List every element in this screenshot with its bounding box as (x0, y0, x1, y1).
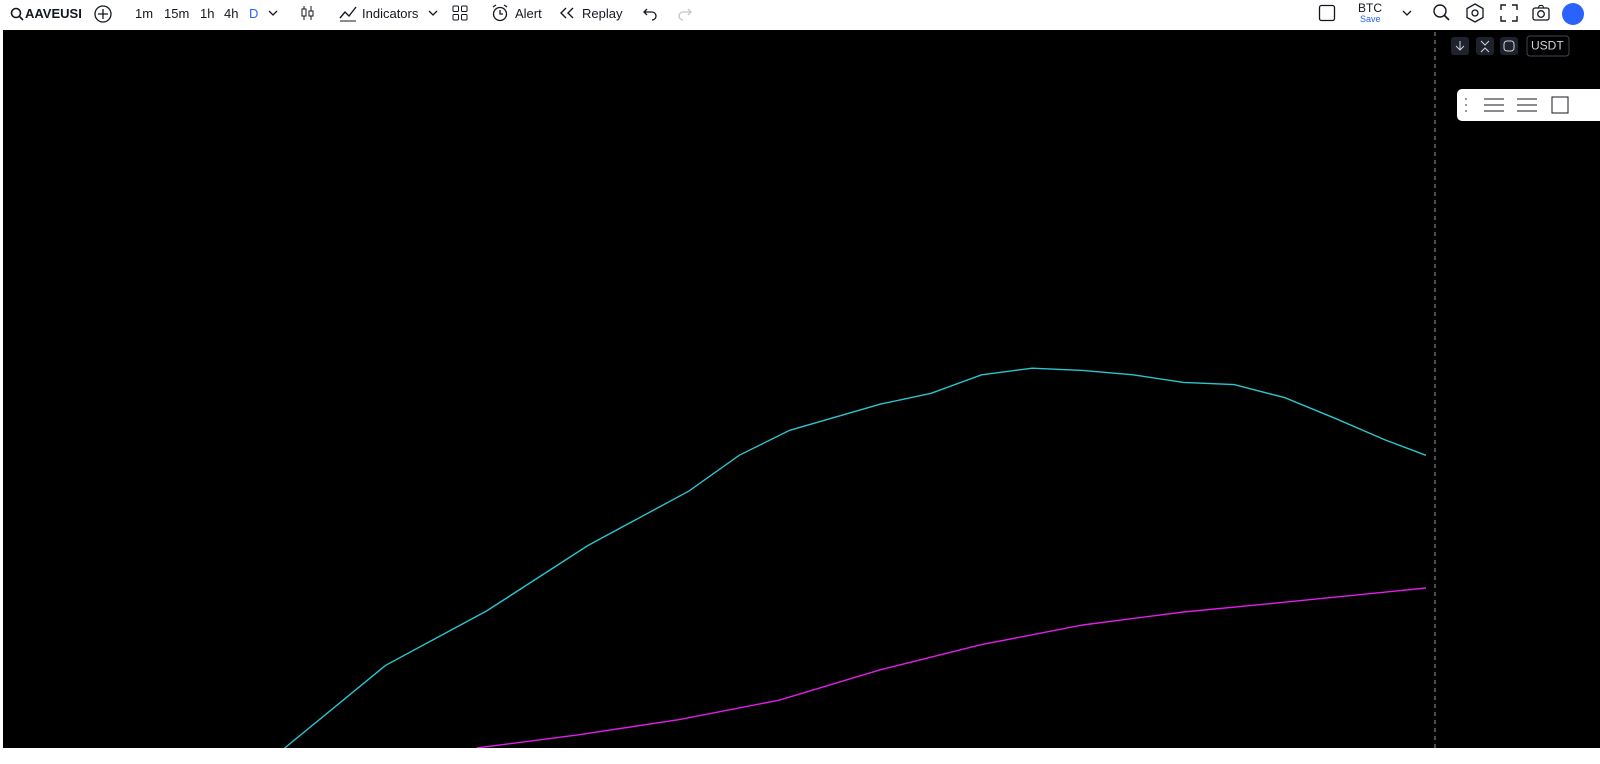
layout-icon[interactable] (452, 5, 468, 21)
snapshot[interactable] (1531, 3, 1551, 23)
moving-average (284, 367, 1427, 748)
drawing-toolbar (1457, 89, 1600, 121)
redo[interactable] (676, 5, 692, 21)
save[interactable]: Save (1360, 14, 1381, 24)
publish[interactable] (1560, 2, 1600, 26)
icon (1480, 40, 1490, 53)
quote-box[interactable] (1526, 35, 1570, 57)
chevron[interactable] (428, 8, 438, 18)
icon (1455, 41, 1465, 51)
top-toolbar: AAVEUSI 1m 15m 1h 4h D Indicators Alert … (0, 0, 1600, 28)
add-symbol[interactable] (93, 4, 113, 24)
replay[interactable]: Replay (582, 6, 623, 21)
symbol[interactable]: AAVEUSI (25, 6, 82, 21)
interval[interactable]: 15m (164, 6, 190, 21)
moving-average (476, 587, 1427, 748)
interval[interactable]: 1h (200, 6, 215, 21)
quick-search[interactable] (1432, 3, 1452, 23)
chevron[interactable] (1402, 8, 1412, 18)
price-pane (284, 367, 1427, 748)
chart-background (3, 30, 1600, 748)
settings[interactable] (1465, 3, 1485, 23)
indicators[interactable]: Indicators (362, 6, 419, 21)
interval[interactable]: 1m (135, 6, 154, 21)
alert-icon[interactable] (491, 4, 509, 22)
search-icon (10, 7, 24, 21)
price-axis (1528, 30, 1600, 748)
chart-type-icon[interactable] (299, 4, 317, 22)
tool[interactable] (1484, 98, 1504, 112)
icon (1503, 40, 1515, 52)
chevron[interactable] (268, 8, 278, 18)
button[interactable] (1500, 37, 1518, 55)
interval-active[interactable]: D (249, 6, 259, 21)
button[interactable] (1476, 37, 1494, 55)
tool[interactable] (1517, 98, 1537, 112)
undo[interactable] (643, 5, 659, 21)
fullscreen[interactable] (1499, 3, 1519, 23)
currency[interactable]: BTC (1358, 1, 1382, 15)
checkbox[interactable] (1318, 4, 1336, 22)
interval[interactable]: 4h (224, 6, 239, 21)
replay-icon[interactable] (559, 6, 575, 20)
indicators-icon[interactable] (339, 4, 357, 22)
quote: USDT (1531, 39, 1564, 53)
alert[interactable]: Alert (515, 6, 542, 21)
axis-buttons: USDT (1451, 35, 1570, 57)
tool[interactable] (1551, 96, 1569, 114)
